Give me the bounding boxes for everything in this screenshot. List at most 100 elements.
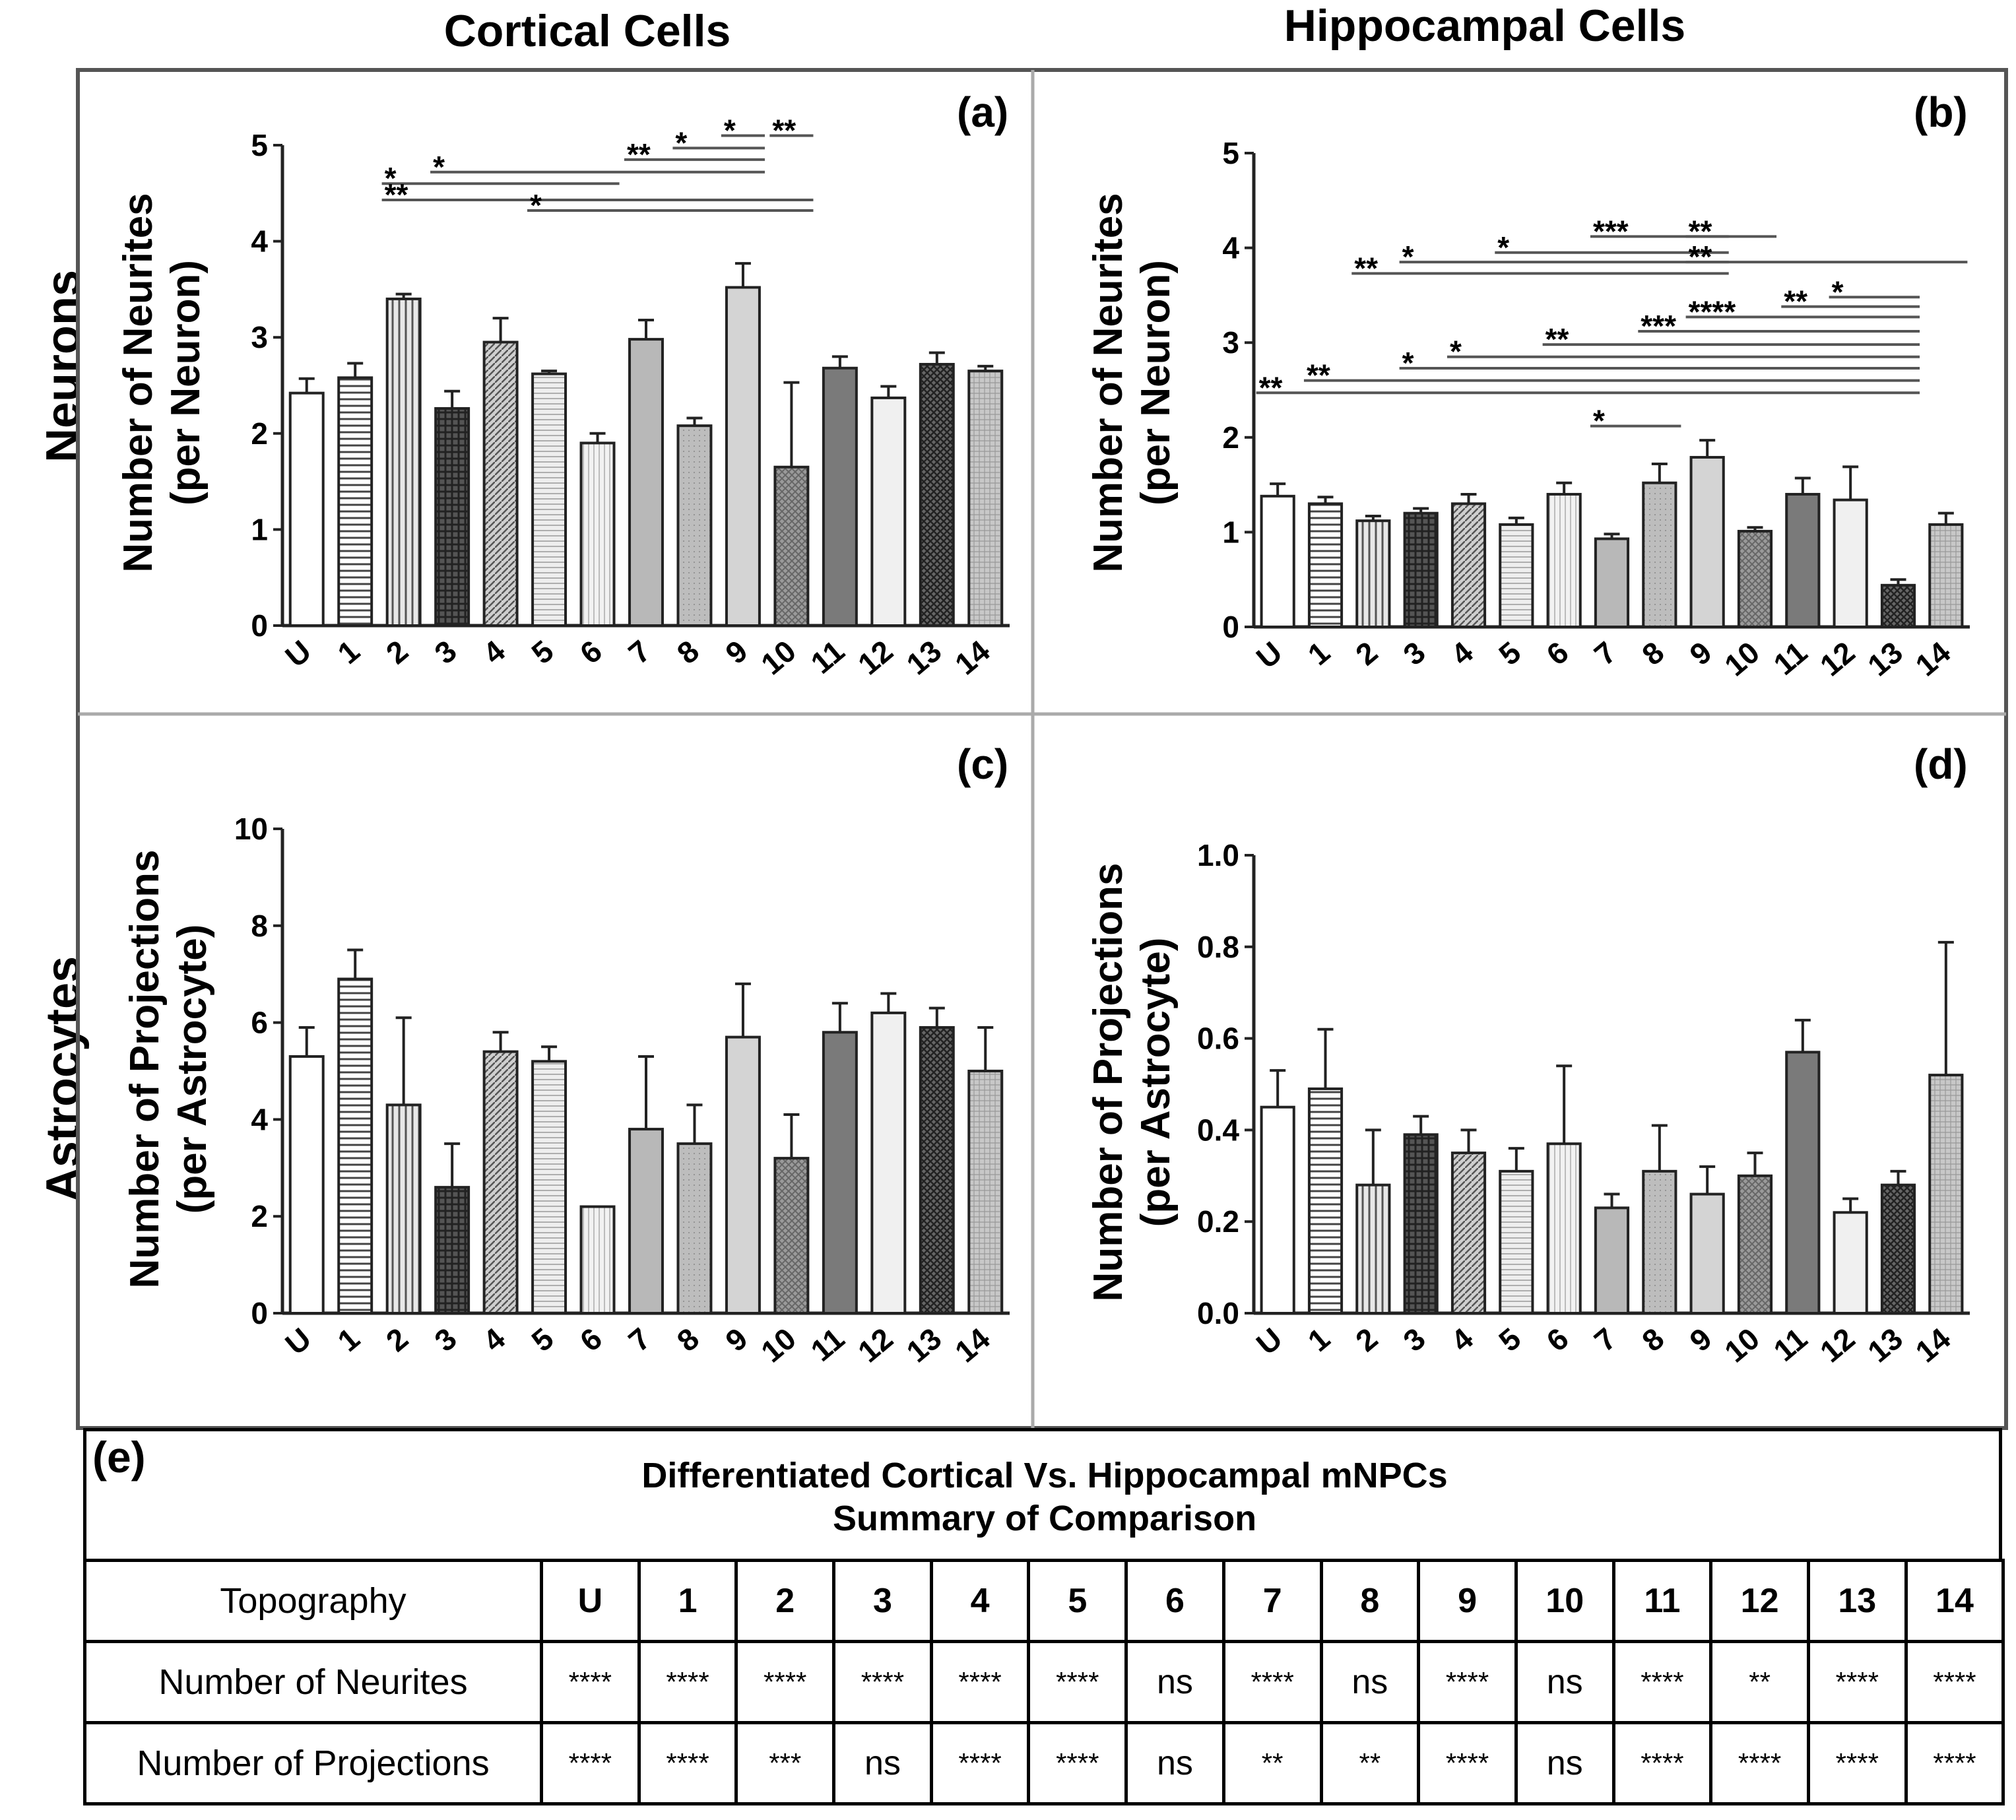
y-tick-label: 1.0 (1197, 838, 1239, 872)
bar-6 (1546, 1142, 1582, 1315)
summary-header-row: Topography U 1 2 3 4 5 6 7 8 9 10 11 12 13 14 (83, 1559, 2005, 1643)
y-axis-label: Number of Projections(per Astrocyte) (1086, 863, 1179, 1302)
x-tick-label: 14 (948, 634, 996, 682)
header-cell-14: 14 (1904, 1559, 2005, 1643)
significance-cell: **** (1027, 1721, 1128, 1805)
y-tick-label: 3 (251, 320, 268, 354)
significance-cell: **** (540, 1640, 641, 1724)
header-cell-6: 6 (1124, 1559, 1225, 1643)
bar-7 (628, 1128, 664, 1315)
x-tick-label: 1 (1301, 635, 1336, 672)
significance-cell: **** (1904, 1721, 2005, 1805)
significance-label: * (724, 113, 736, 147)
panel-letter-a: (a) (957, 88, 1008, 136)
y-tick-label: 2 (1222, 420, 1239, 455)
significance-label: ** (772, 113, 796, 147)
x-tick-label: 10 (1718, 635, 1766, 683)
bar-2 (385, 1103, 422, 1315)
bar-9 (1689, 455, 1725, 628)
bar-1 (337, 376, 374, 627)
y-tick-label: 0 (251, 608, 268, 643)
y-axis-label-line2: (per Neuron) (163, 260, 209, 505)
row-label-neurites: Number of Neurites (83, 1640, 543, 1724)
bar-7 (1594, 1206, 1630, 1315)
header-cell-U: U (540, 1559, 641, 1643)
bar-2 (1355, 1183, 1391, 1315)
bar-5 (1499, 523, 1534, 628)
y-tick-label: 0.2 (1197, 1204, 1239, 1239)
significance-label: ** (1689, 240, 1712, 274)
x-tick-label: U (1250, 1321, 1289, 1361)
significance-label: * (675, 125, 687, 160)
x-tick-label: 2 (1349, 1321, 1384, 1358)
x-tick-label: 4 (1445, 635, 1479, 672)
significance-label: * (1593, 404, 1605, 438)
x-tick-label: 13 (900, 634, 948, 682)
x-tick-label: U (278, 634, 317, 674)
bar-1 (337, 977, 374, 1315)
y-axis-label-line2: (per Astrocyte) (170, 925, 215, 1214)
bar-9 (725, 1035, 761, 1315)
x-tick-label: 11 (1767, 635, 1814, 682)
y-tick-label: 0 (1222, 610, 1239, 644)
y-tick-label: 5 (1222, 136, 1239, 170)
x-tick-label: 9 (1683, 1321, 1718, 1358)
x-tick-label: 2 (379, 634, 414, 670)
significance-label: ** (1784, 284, 1807, 319)
significance-cell: **** (929, 1721, 1031, 1805)
y-axis-label: Number of Projections(per Astrocyte) (122, 850, 215, 1289)
y-tick-label: 0.6 (1197, 1022, 1239, 1056)
significance-label: ** (1307, 358, 1330, 393)
panel-letter-d: (d) (1914, 740, 1968, 788)
x-tick-label: 14 (1909, 635, 1957, 683)
bar-12 (1833, 1211, 1868, 1315)
y-tick-label: 0 (251, 1296, 268, 1330)
significance-cell: **** (1806, 1640, 1908, 1724)
significance-label: * (385, 161, 397, 195)
y-axis-label-line1: Number of Neurites (115, 193, 161, 572)
x-tick-label: 7 (1588, 635, 1623, 672)
x-tick-label: 3 (1397, 635, 1432, 672)
x-tick-label: 11 (804, 634, 851, 680)
bar-6 (1546, 492, 1582, 629)
bar-3 (1403, 1133, 1439, 1315)
significance-label: *** (1593, 214, 1629, 248)
significance-cell: **** (1027, 1640, 1128, 1724)
header-cell-12: 12 (1709, 1559, 1810, 1643)
header-cell-11: 11 (1611, 1559, 1713, 1643)
bar-13 (919, 1025, 955, 1315)
x-tick-label: 4 (476, 1321, 511, 1359)
header-topography: Topography (83, 1559, 543, 1643)
bar-4 (482, 341, 519, 627)
bar-U (1260, 494, 1295, 628)
significance-cell: ** (1709, 1640, 1810, 1724)
significance-label: * (1402, 346, 1414, 380)
bar-3 (1403, 511, 1439, 628)
chart-panel-c: 0 2 4 6 8 10 Number of Projections(per Astrocy… (122, 812, 1010, 1369)
y-tick-label: 5 (251, 128, 268, 162)
significance-cell: ** (1319, 1721, 1421, 1805)
x-tick-label: 3 (1397, 1321, 1432, 1358)
bar-10 (1737, 1174, 1773, 1315)
bar-12 (870, 396, 907, 627)
bar-U (288, 391, 325, 627)
bar-9 (1689, 1192, 1725, 1315)
y-axis-label-line1: Number of Projections (1086, 863, 1131, 1302)
x-tick-label: 8 (670, 1321, 705, 1358)
significance-label: ** (385, 178, 408, 212)
significance-cell: **** (1904, 1640, 2005, 1724)
x-tick-label: 6 (1540, 635, 1575, 672)
significance-label: * (1450, 335, 1462, 369)
bar-10 (773, 1157, 810, 1315)
significance-label: **** (1689, 294, 1736, 329)
header-cell-10: 10 (1514, 1559, 1615, 1643)
bar-4 (1450, 1152, 1487, 1315)
significance-label: * (530, 188, 542, 222)
x-tick-label: 12 (851, 634, 899, 682)
significance-cell: **** (637, 1721, 738, 1805)
x-tick-label: 5 (1492, 1321, 1527, 1358)
x-tick-label: 1 (331, 634, 366, 670)
